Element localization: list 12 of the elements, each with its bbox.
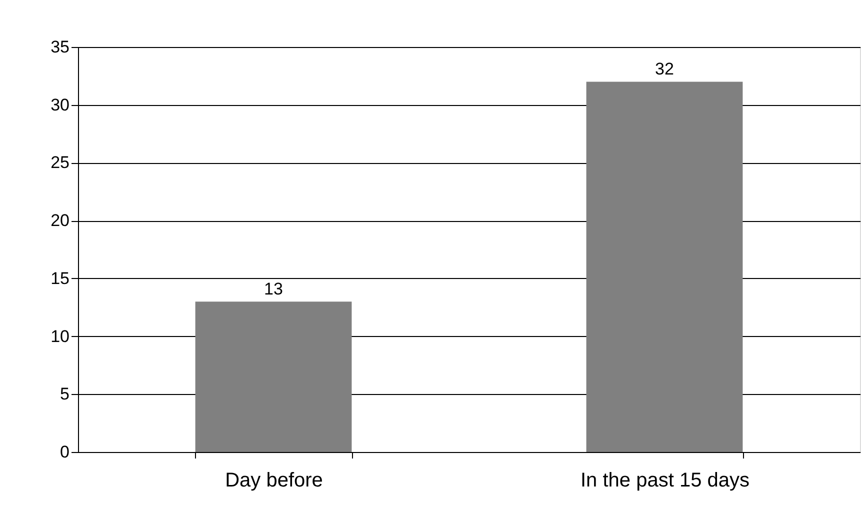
y-tick-label: 25 (50, 153, 70, 172)
x-tick-label: Day before (225, 470, 323, 492)
y-tick-label: 30 (50, 95, 70, 114)
data-label: 32 (655, 60, 674, 79)
y-tick-label: 35 (50, 38, 70, 56)
y-tick-label: 0 (60, 442, 70, 462)
y-tick-label: 15 (50, 268, 70, 288)
data-label: 13 (264, 280, 283, 299)
y-tick-label: 5 (60, 384, 70, 404)
y-tick-label: 20 (50, 211, 70, 230)
x-tick-label: In the past 15 days (580, 470, 750, 492)
y-tick-label: 10 (50, 326, 70, 346)
